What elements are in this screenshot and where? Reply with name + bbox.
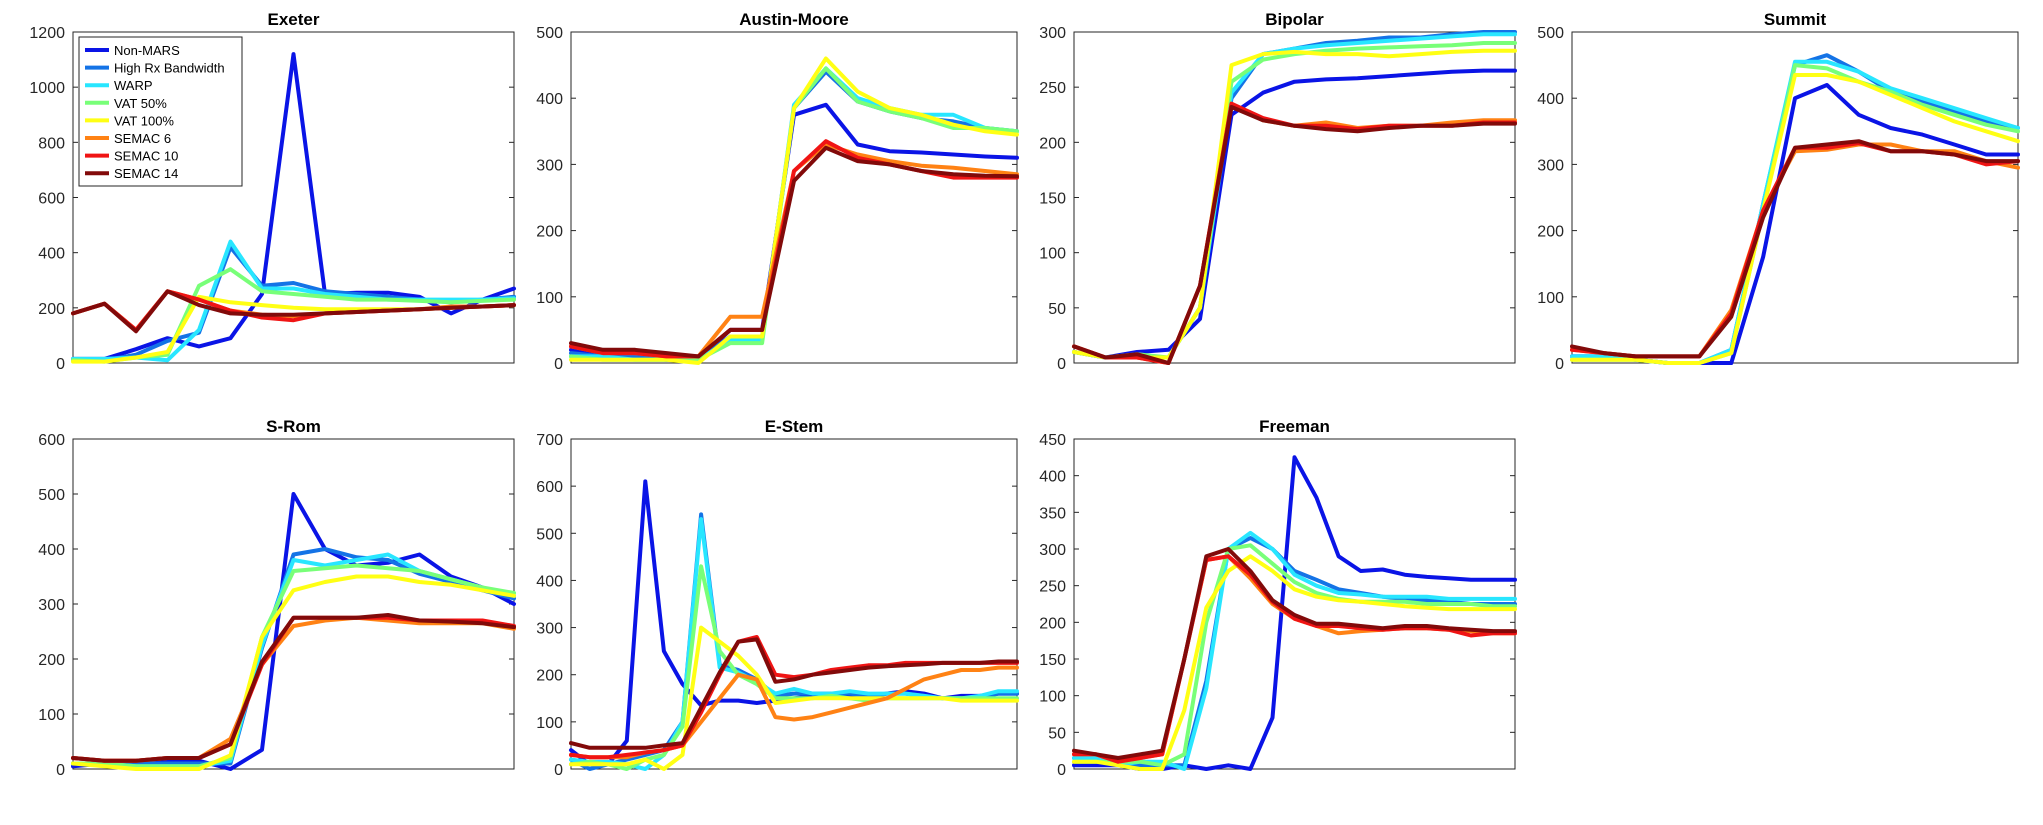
series-line-semac-10: [569, 139, 1019, 359]
y-tick-label: 500: [1537, 25, 1564, 42]
chart-title: Austin-Moore: [739, 10, 849, 29]
series-line-non-mars: [1072, 68, 1517, 360]
legend-label: High Rx Bandwidth: [114, 61, 225, 76]
y-tick-label: 700: [536, 432, 563, 449]
series-line-vat-100-: [569, 56, 1019, 365]
y-tick-label: 0: [56, 762, 65, 779]
y-tick-label: 200: [536, 668, 563, 685]
series-line-high-rx-bandwidth: [1072, 536, 1517, 768]
y-tick-label: 300: [536, 621, 563, 638]
series-line-semac-14: [1072, 547, 1517, 760]
axes-box: [72, 438, 515, 770]
chart-panel-e-stem: E-Stem 0 100 200 300 400 500 600 700: [536, 417, 1019, 779]
y-tick-label: 150: [1039, 652, 1066, 669]
legend-label: WARP: [114, 78, 153, 93]
y-tick-label: 1000: [29, 80, 65, 97]
chart-title: Freeman: [1259, 417, 1330, 436]
legend-box: [78, 36, 243, 187]
y-tick-label: 50: [1048, 725, 1066, 742]
legend-label: SEMAC 6: [114, 131, 171, 146]
axes-box: [1073, 31, 1516, 364]
y-tick-label: 500: [536, 25, 563, 42]
axes-box: [570, 31, 1018, 364]
y-tick-label: 100: [536, 715, 563, 732]
series-line-semac-14: [569, 145, 1019, 359]
y-tick-label: 500: [38, 487, 65, 504]
legend-label: VAT 50%: [114, 96, 167, 111]
chart-panel-exeter: Exeter 0 200 400 600 800 1000 1200: [29, 10, 516, 373]
y-tick-label: 150: [1039, 191, 1066, 208]
y-tick-label: 0: [56, 356, 65, 373]
series-line-semac-14: [569, 637, 1019, 750]
series-line-semac-14: [71, 289, 516, 334]
chart-title: S-Rom: [266, 417, 321, 436]
chart-panel-summit: Summit 0 100 200 300 400 500: [1537, 10, 2020, 373]
y-tick-label: 200: [1039, 615, 1066, 632]
y-tick-label: 600: [38, 432, 65, 449]
chart-title: Bipolar: [1265, 10, 1324, 29]
series-line-vat-100-: [1570, 73, 2020, 365]
series-line-vat-50-: [1072, 543, 1517, 768]
series-line-vat-100-: [569, 625, 1019, 771]
y-tick-label: 400: [1537, 91, 1564, 108]
legend-label: SEMAC 10: [114, 149, 178, 164]
chart-panel-s-rom: S-Rom 0 100 200 300 400 500 600: [38, 417, 516, 779]
y-tick-label: 400: [1039, 469, 1066, 486]
series-line-semac-14: [1570, 139, 2020, 359]
series-line-high-rx-bandwidth: [71, 547, 516, 766]
y-tick-label: 200: [1537, 224, 1564, 241]
chart-panel-bipolar: Bipolar 0 50 100 150 200 250 300: [1039, 10, 1517, 373]
y-tick-label: 450: [1039, 432, 1066, 449]
chart-panel-freeman: Freeman 0 50 100 150 200 250 300 350 400 450: [1039, 417, 1517, 779]
y-tick-label: 300: [1039, 25, 1066, 42]
y-tick-label: 200: [38, 652, 65, 669]
y-tick-label: 100: [1537, 290, 1564, 307]
series-line-semac-14: [1072, 105, 1517, 365]
series-line-vat-100-: [71, 574, 516, 771]
y-tick-label: 200: [536, 224, 563, 241]
y-tick-label: 500: [536, 526, 563, 543]
y-tick-label: 200: [38, 301, 65, 318]
y-tick-label: 0: [554, 356, 563, 373]
y-tick-label: 100: [38, 707, 65, 724]
y-tick-label: 600: [38, 191, 65, 208]
axes-box: [1571, 31, 2019, 364]
chart-title: E-Stem: [765, 417, 824, 436]
chart-panel-austin-moore: Austin-Moore 0 100 200 300 400 500: [536, 10, 1019, 373]
legend-label: VAT 100%: [114, 113, 174, 128]
y-tick-label: 100: [536, 290, 563, 307]
y-tick-label: 0: [1057, 356, 1066, 373]
y-tick-label: 0: [1555, 356, 1564, 373]
y-tick-label: 400: [536, 573, 563, 590]
series-line-vat-50-: [71, 563, 516, 769]
y-tick-label: 1200: [29, 25, 65, 42]
legend-label: SEMAC 14: [114, 166, 178, 181]
y-tick-label: 300: [536, 157, 563, 174]
y-tick-label: 250: [1039, 579, 1066, 596]
series-line-semac-14: [71, 613, 516, 763]
y-tick-label: 0: [554, 762, 563, 779]
y-tick-label: 350: [1039, 505, 1066, 522]
y-tick-label: 400: [536, 91, 563, 108]
y-tick-label: 100: [1039, 689, 1066, 706]
y-tick-label: 400: [38, 246, 65, 263]
y-tick-label: 400: [38, 542, 65, 559]
y-tick-label: 100: [1039, 246, 1066, 263]
y-tick-label: 600: [536, 479, 563, 496]
legend: Non-MARS High Rx Bandwidth WARP VAT 50% VAT …: [78, 36, 243, 187]
y-tick-label: 200: [1039, 135, 1066, 152]
y-tick-label: 0: [1057, 762, 1066, 779]
chart-title: Exeter: [268, 10, 320, 29]
y-tick-label: 300: [38, 597, 65, 614]
y-tick-label: 250: [1039, 80, 1066, 97]
y-tick-label: 300: [1537, 157, 1564, 174]
y-tick-label: 50: [1048, 301, 1066, 318]
y-tick-label: 800: [38, 135, 65, 152]
chart-title: Summit: [1764, 10, 1827, 29]
series-line-vat-100-: [1072, 554, 1517, 771]
y-tick-label: 300: [1039, 542, 1066, 559]
legend-label: Non-MARS: [114, 43, 180, 58]
